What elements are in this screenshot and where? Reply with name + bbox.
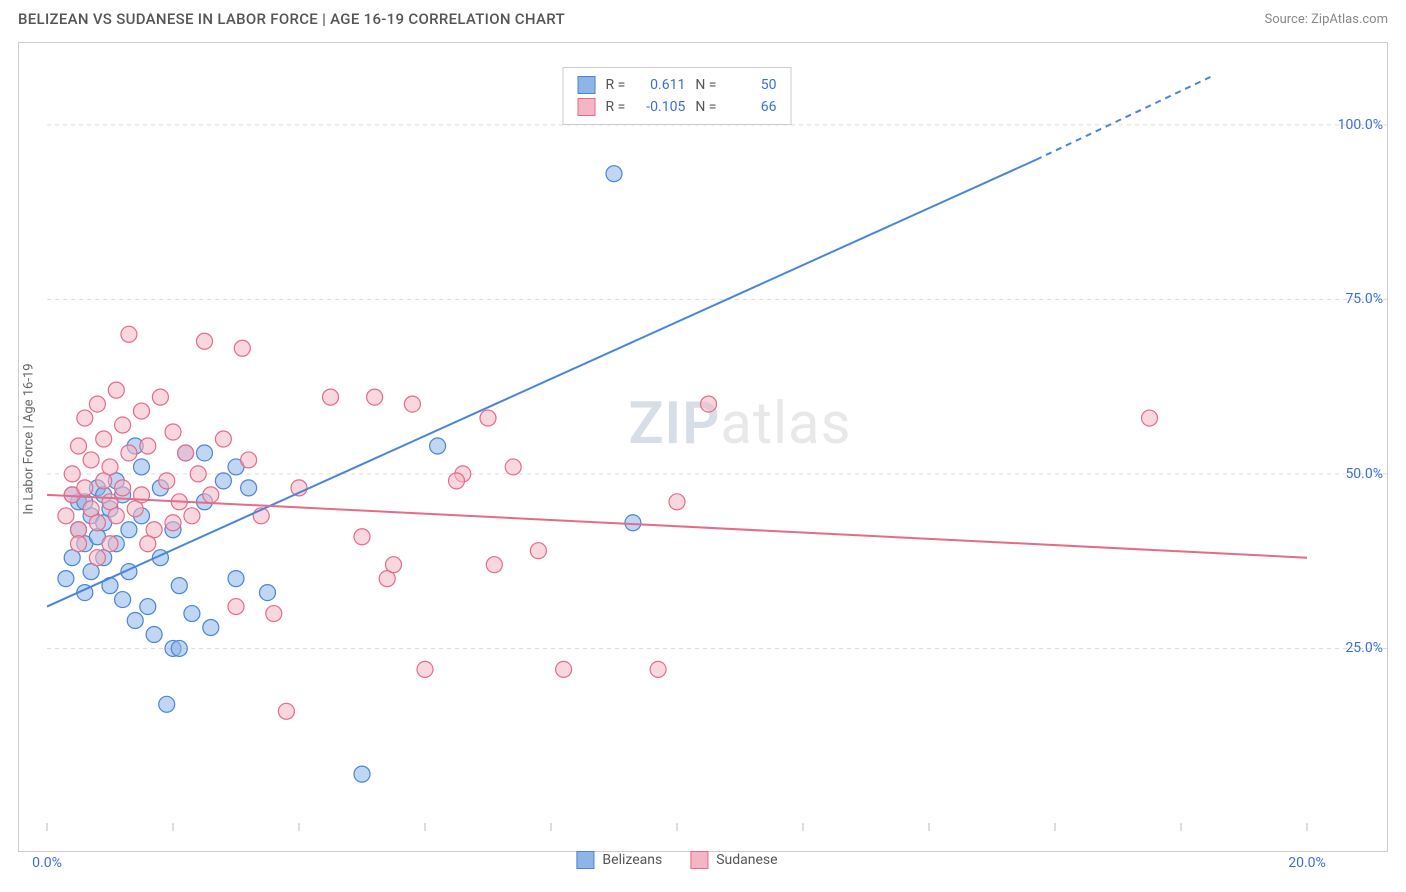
legend-row-sudanese: R = -0.105 N = 66 [578,96,777,118]
x-tick-label: 20.0% [1288,855,1326,871]
y-axis-label: In Labor Force | Age 16-19 [22,363,37,514]
trend-line [47,160,1036,607]
legend-label: Sudanese [716,852,777,868]
swatch-sudanese [578,98,596,116]
chart-title: BELIZEAN VS SUDANESE IN LABOR FORCE | AG… [18,10,565,28]
y-tick-label: 100.0% [1313,117,1383,133]
r-label: R = [606,74,626,96]
series-legend: Belizeans Sudanese [576,851,777,869]
y-tick-label: 75.0% [1313,291,1383,307]
n-value-sudanese: 66 [726,96,776,118]
correlation-legend: R = 0.611 N = 50 R = -0.105 N = 66 [563,67,792,125]
legend-label: Belizeans [602,852,662,868]
n-label: N = [695,74,716,96]
swatch-belizeans [578,76,596,94]
trend-line [47,495,1307,558]
chart-header: BELIZEAN VS SUDANESE IN LABOR FORCE | AG… [0,0,1406,36]
legend-item-belizeans: Belizeans [576,851,662,869]
r-label: R = [606,96,626,118]
trend-layer [47,55,1307,823]
trend-line-extrapolated [1036,76,1212,160]
chart-frame: In Labor Force | Age 16-19 ZIPatlas R = … [18,42,1388,852]
y-tick-label: 25.0% [1313,640,1383,656]
legend-row-belizeans: R = 0.611 N = 50 [578,74,777,96]
swatch-sudanese [690,851,708,869]
n-label: N = [695,96,716,118]
source-attribution: Source: ZipAtlas.com [1264,12,1388,27]
n-value-belizeans: 50 [726,74,776,96]
legend-item-sudanese: Sudanese [690,851,777,869]
swatch-belizeans [576,851,594,869]
plot-area: In Labor Force | Age 16-19 ZIPatlas R = … [47,55,1307,823]
y-tick-label: 50.0% [1313,466,1383,482]
r-value-belizeans: 0.611 [635,74,685,96]
x-tick-label: 0.0% [32,855,62,871]
r-value-sudanese: -0.105 [635,96,685,118]
